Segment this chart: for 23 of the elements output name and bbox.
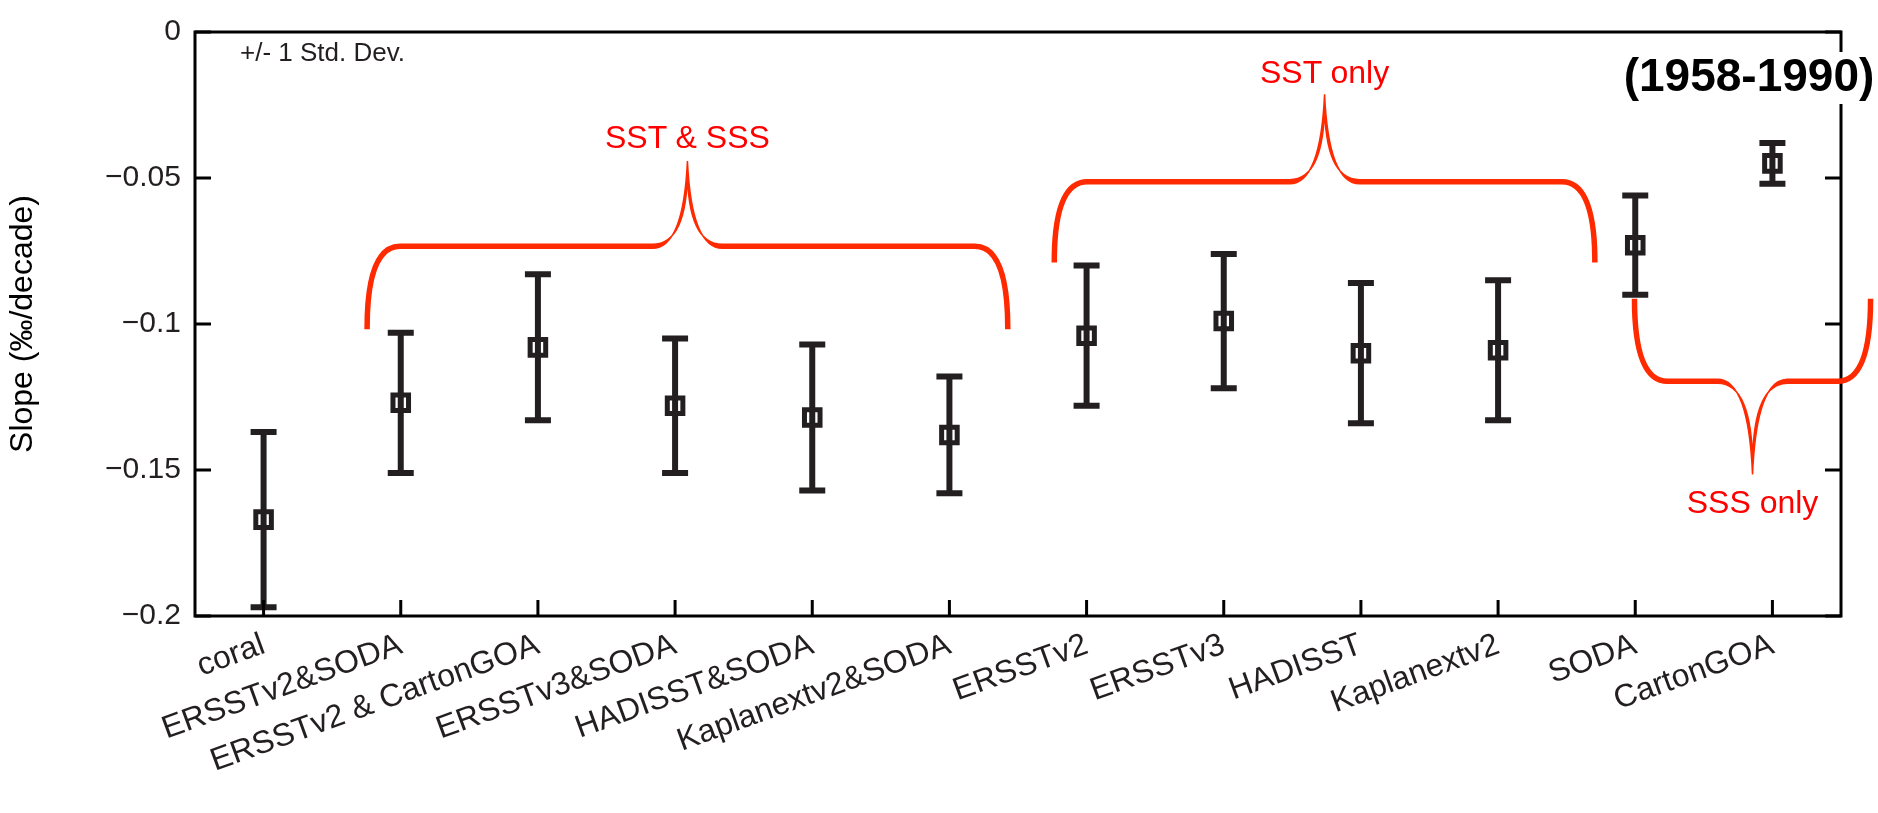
annotation: +/- 1 Std. Dev. [240,37,405,68]
point [390,392,412,414]
annotation: SST only [1259,54,1390,91]
point [1487,340,1509,361]
y-axis-title: Slope (‰/decade) [3,195,40,453]
y-tick-label: −0.1 [121,305,181,339]
annotation: SST & SSS [605,118,770,155]
point [1762,153,1783,174]
annotation: (1958-1990) [1623,48,1875,101]
y-tick-label: −0.2 [121,597,181,631]
point [1624,234,1646,256]
point [664,395,686,417]
point [253,509,274,530]
point [801,407,823,428]
point [939,424,960,446]
point [1076,325,1097,346]
y-tick-label: 0 [164,13,181,47]
y-tick-label: −0.05 [105,159,181,193]
y-tick-label: −0.15 [105,451,181,485]
annotation: SSS only [1686,484,1819,521]
point [1213,310,1235,332]
point [527,337,549,358]
point [1350,342,1372,364]
